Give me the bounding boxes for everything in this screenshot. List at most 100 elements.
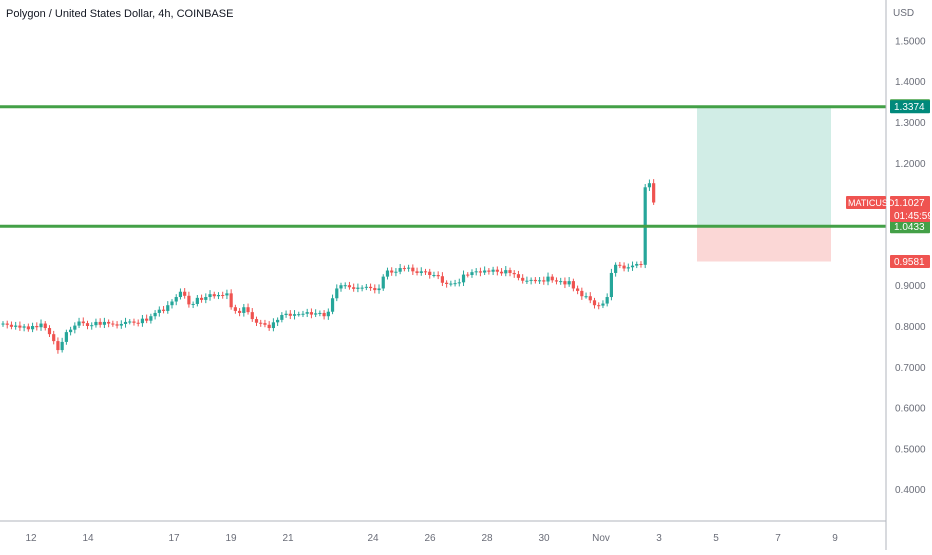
symbol-tag-bg	[846, 195, 886, 209]
candle-body	[43, 323, 47, 329]
candle-body	[474, 271, 478, 273]
x-tick-label: 12	[25, 533, 37, 544]
candle-body	[630, 265, 635, 268]
candle-body	[352, 287, 356, 289]
y-tick-label: 0.8000	[895, 322, 926, 333]
candle-body	[398, 268, 402, 272]
x-tick-label: 5	[713, 533, 719, 544]
candle-body	[81, 321, 85, 324]
y-tick-label: 0.9000	[895, 281, 926, 292]
line-price-tag-1-text: 1.3374	[894, 102, 925, 113]
currency-label: USD	[893, 8, 914, 19]
candle-body	[56, 341, 60, 351]
candle-body	[318, 312, 322, 314]
candle-body	[563, 281, 567, 285]
candle-body	[132, 321, 136, 323]
candle-body	[436, 275, 440, 277]
candle-body	[588, 296, 592, 301]
candle-body	[428, 271, 432, 275]
candle-body	[221, 294, 225, 296]
y-tick-label: 1.2000	[895, 159, 926, 170]
x-tick-label: 19	[225, 533, 237, 544]
candle-body	[123, 321, 128, 324]
candle-body	[271, 322, 275, 329]
candle-body	[635, 263, 639, 266]
candle-body	[326, 311, 330, 317]
candle-body	[356, 287, 360, 289]
candle-body	[322, 312, 326, 317]
candle-body	[559, 281, 563, 283]
candle-body	[647, 183, 652, 188]
candle-body	[330, 298, 335, 312]
candle-body	[360, 287, 364, 289]
candle-body	[284, 313, 288, 315]
candle-body	[584, 296, 588, 298]
candle-body	[390, 270, 394, 273]
candle-body	[166, 305, 170, 311]
candle-body	[60, 341, 64, 351]
candle-body	[174, 297, 178, 302]
candle-body	[276, 319, 280, 323]
candle-body	[504, 270, 508, 274]
candle-body	[267, 324, 271, 329]
x-tick-label: 30	[538, 533, 550, 544]
stop-zone[interactable]	[697, 226, 831, 262]
candle-body	[445, 282, 449, 284]
candle-body	[90, 325, 94, 327]
entry-price-tag-bg	[890, 220, 930, 234]
candle-body	[550, 276, 554, 281]
symbol-tag-text: MATICUSD	[848, 198, 895, 208]
candle-body	[153, 312, 157, 317]
candle-body	[102, 321, 106, 325]
candle-body	[216, 294, 221, 297]
profit-zone[interactable]	[697, 105, 831, 227]
candle-body	[542, 280, 546, 282]
candle-body	[47, 328, 52, 335]
candle-body	[94, 321, 98, 326]
x-tick-label: 24	[367, 533, 379, 544]
candle-body	[140, 318, 145, 324]
x-tick-label: 28	[481, 533, 493, 544]
candle-body	[254, 319, 259, 323]
x-tick-label: Nov	[592, 533, 610, 544]
candle-body	[170, 301, 174, 306]
candle-body	[149, 316, 153, 321]
candle-body	[161, 309, 166, 311]
y-tick-label: 1.4000	[895, 77, 926, 88]
x-tick-label: 26	[424, 533, 436, 544]
candle-body	[292, 314, 297, 316]
candle-body	[483, 270, 487, 273]
candle-body	[495, 269, 499, 272]
x-tick-label: 9	[832, 533, 838, 544]
x-tick-label: 14	[82, 533, 94, 544]
candle-body	[52, 334, 56, 342]
candle-body	[499, 271, 504, 274]
y-tick-label: 0.5000	[895, 444, 926, 455]
candle-body	[297, 314, 301, 316]
candle-body	[597, 305, 601, 307]
candle-body	[73, 325, 77, 330]
candle-body	[98, 321, 102, 325]
candle-body	[22, 326, 26, 328]
candle-body	[614, 264, 618, 273]
candle-body	[191, 303, 195, 305]
candle-body	[64, 332, 68, 342]
y-tick-label: 0.6000	[895, 404, 926, 415]
candle-body	[263, 323, 267, 325]
candle-body	[111, 323, 115, 325]
candle-body	[394, 271, 398, 273]
x-tick-label: 7	[775, 533, 781, 544]
candle-body	[229, 293, 233, 308]
candle-body	[30, 326, 35, 330]
candle-body	[242, 307, 246, 313]
candle-body	[537, 280, 542, 282]
candle-body	[609, 272, 613, 298]
candle-body	[39, 323, 43, 328]
y-tick-label: 1.5000	[895, 36, 926, 47]
candle-body	[343, 285, 347, 287]
candle-body	[533, 279, 537, 282]
candle-body	[407, 267, 411, 269]
candle-body	[554, 280, 559, 282]
